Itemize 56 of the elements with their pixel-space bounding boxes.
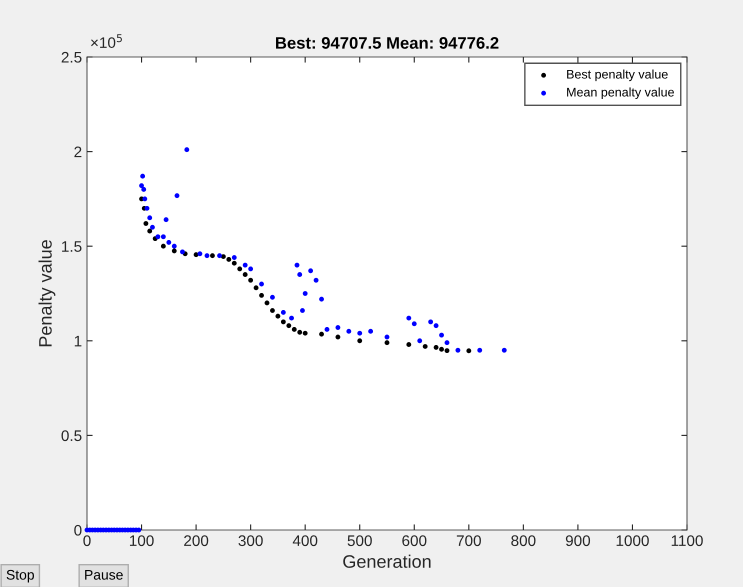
x-tick-label: 1000 — [616, 535, 649, 546]
y-tick-label: 2 — [74, 146, 82, 158]
point — [144, 221, 148, 226]
y-axis-title: Penalty value — [38, 240, 56, 346]
point — [226, 257, 232, 262]
point — [242, 272, 248, 277]
x-tick-label: 300 — [238, 535, 263, 546]
point — [280, 319, 286, 324]
point — [232, 260, 237, 266]
y-tick-label: 1 — [74, 336, 82, 346]
text: Pause — [85, 570, 123, 580]
x-tick-label: 600 — [402, 535, 426, 546]
y-tick-label: 1.5 — [62, 241, 82, 252]
point — [248, 278, 254, 283]
point — [254, 285, 258, 290]
point — [406, 342, 412, 347]
point — [264, 300, 270, 306]
x-tick-label: 800 — [511, 535, 536, 546]
point — [434, 345, 438, 350]
point — [147, 228, 152, 234]
point — [466, 348, 472, 354]
x-tick-label: 700 — [456, 535, 481, 546]
point — [259, 292, 264, 298]
point — [286, 323, 292, 328]
point — [444, 348, 450, 354]
point — [210, 253, 215, 258]
y-tick-label: 0.5 — [62, 430, 82, 442]
text: ×10$^{5}$ — [91, 34, 122, 48]
legend-label: Best penalty value — [567, 70, 668, 82]
x-tick-label: 900 — [566, 535, 590, 546]
point — [297, 330, 302, 335]
point — [160, 244, 166, 249]
point — [292, 327, 297, 332]
legend-label: Mean penalty value — [567, 87, 674, 100]
point — [336, 334, 340, 340]
point — [422, 344, 428, 349]
y-tick-label: 2.5 — [62, 52, 82, 63]
point — [237, 266, 242, 272]
chart-title: Best: 94707.5 Mean: 94776.2 — [276, 37, 498, 49]
x-tick-label: 400 — [292, 535, 318, 546]
point — [302, 330, 308, 336]
x-tick-label: 1100 — [672, 535, 703, 546]
x-tick-label: 200 — [184, 535, 208, 546]
x-tick-label: 0 — [83, 535, 91, 546]
point — [276, 314, 280, 319]
point — [384, 340, 390, 346]
point — [270, 308, 275, 313]
x-axis-title: Generation — [343, 554, 430, 568]
point — [172, 248, 177, 254]
point — [439, 346, 444, 352]
x-tick-label: 500 — [348, 535, 372, 546]
text: Stop — [6, 570, 34, 582]
point — [319, 332, 324, 337]
point — [357, 338, 362, 344]
y-tick-label: 0 — [74, 524, 82, 536]
x-tick-label: 100 — [130, 535, 154, 546]
